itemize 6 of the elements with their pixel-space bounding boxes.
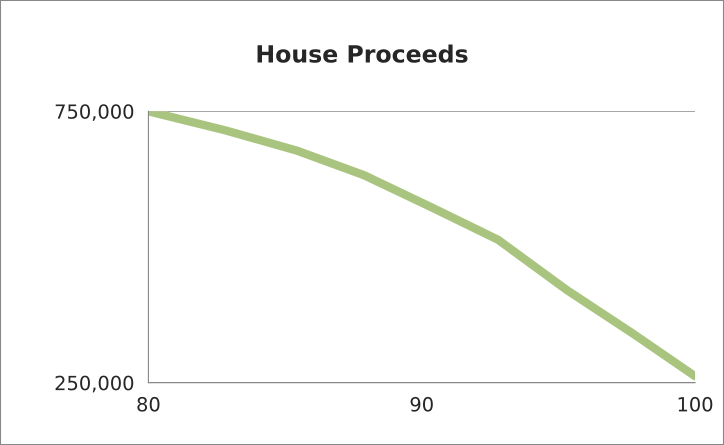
x-tick-label: 100 — [678, 396, 712, 412]
x-tick-label: 90 — [410, 396, 433, 412]
x-tick-label: 80 — [137, 396, 160, 412]
chart-title: House Proceeds — [258, 44, 468, 63]
y-tick-label: 750,000 — [56, 104, 134, 121]
y-tick-label: 250,000 — [56, 376, 134, 392]
